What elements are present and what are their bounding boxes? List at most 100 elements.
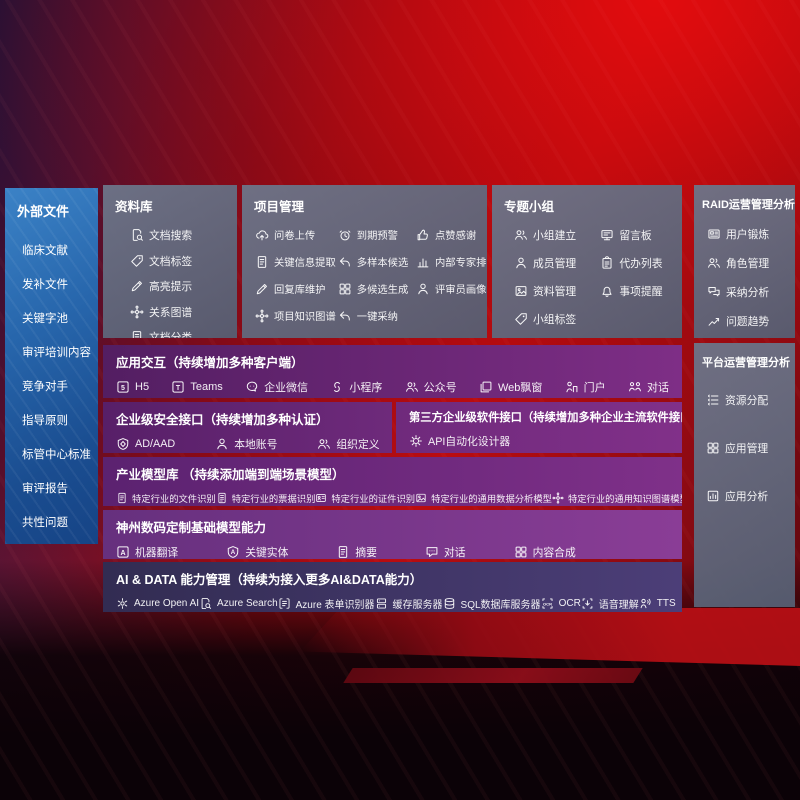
feature-item[interactable]: 本地账号 — [215, 436, 277, 452]
feature-item[interactable]: 语音理解 — [581, 596, 639, 611]
feature-item[interactable]: 内部专家排名 — [416, 254, 487, 269]
feature-item[interactable]: 多样本候选 — [338, 254, 416, 269]
library-feature-list: 文档搜索文档标签高亮提示关系图谱文档分类 — [103, 215, 237, 338]
feature-item[interactable]: 用户锻炼 — [707, 226, 793, 242]
feature-item[interactable]: 公众号 — [405, 379, 457, 395]
feature-item[interactable]: 角色管理 — [707, 255, 793, 271]
feature-item[interactable]: 关键信息提取 — [255, 254, 338, 269]
feature-label: 代办列表 — [619, 258, 663, 270]
feature-item[interactable]: A 机器翻译 — [116, 544, 178, 559]
feature-item[interactable]: 问题趋势 — [707, 313, 793, 329]
feature-item[interactable]: 成员管理 — [514, 255, 600, 271]
feature-item[interactable]: 特定行业的通用知识图谱模型 — [552, 491, 682, 505]
sidebar-item[interactable]: 指导原则 — [22, 415, 68, 427]
feature-label: Azure Open AI — [134, 598, 200, 609]
feature-item[interactable]: 摘要 — [336, 544, 377, 559]
feature-label: 文档标签 — [149, 255, 193, 268]
feature-label: 应用管理 — [725, 443, 769, 455]
feature-item[interactable]: 门户 — [565, 379, 606, 395]
feature-label: 特定行业的证件识别 — [331, 494, 416, 504]
feature-item[interactable]: 采纳分析 — [707, 284, 793, 300]
feature-label: 应用分析 — [725, 491, 769, 503]
feature-item[interactable]: 5 H5 — [116, 380, 149, 394]
sidebar-item[interactable]: 发补文件 — [22, 279, 68, 291]
feature-item[interactable]: 多候选生成 — [338, 281, 416, 296]
external-files-panel: 外部文件 临床文献 发补文件 关键字池 审评培训内容 竞争对手 指导原则 标管中心标准 审评报… — [5, 188, 98, 544]
feature-item[interactable]: 回复库维护 — [255, 281, 338, 296]
feature-label: 多样本候选 — [356, 258, 409, 269]
feature-label: 本地账号 — [234, 439, 278, 451]
feature-item[interactable]: 点赞感谢 — [416, 227, 485, 242]
chat-icon — [425, 545, 439, 559]
industry-model-row: 产业模型库 （持续添加端到端场景模型） 特定行业的文件识别 特定行业的票据识别 特定… — [103, 457, 682, 506]
feature-item[interactable]: 文档标签 — [130, 253, 233, 269]
feature-item[interactable]: Azure 表单识别器 — [278, 596, 375, 611]
feature-item[interactable]: SQL数据库服务器 — [443, 596, 541, 611]
feature-item[interactable]: 缓存服务器 — [375, 596, 443, 611]
feature-item[interactable]: 问卷上传 — [255, 227, 338, 242]
people-icon — [514, 228, 528, 242]
security-auth-list: AD/AAD 本地账号 组织定义 — [116, 436, 380, 452]
panel-title: 项目管理 — [254, 200, 305, 214]
cloud-upload-icon — [255, 228, 269, 242]
speech-icon — [581, 597, 594, 610]
doc-icon — [116, 492, 128, 504]
feature-item[interactable]: 评审员画像 — [416, 281, 486, 296]
people-icon — [317, 437, 331, 451]
feature-item[interactable]: 留言板 — [600, 227, 680, 243]
person-icon — [215, 437, 229, 451]
raid-feature-list: 用户锻炼角色管理采纳分析问题趋势 — [694, 212, 795, 329]
grid-icon — [514, 545, 528, 559]
feature-item[interactable]: 文档搜索 — [130, 227, 233, 243]
feature-item[interactable]: 特定行业的票据识别 — [216, 491, 315, 505]
feature-item[interactable]: API自动化设计器 — [409, 433, 510, 449]
feature-item[interactable]: Azure Search — [199, 597, 278, 610]
sidebar-item[interactable]: 关键字池 — [22, 313, 68, 325]
feature-label: 内部专家排名 — [434, 258, 487, 269]
graph-icon — [255, 309, 269, 323]
feature-label: 特定行业的通用知识图谱模型 — [567, 494, 682, 504]
bar-chart-icon — [416, 255, 430, 269]
feature-item[interactable]: 关系图谱 — [130, 304, 233, 320]
feature-item[interactable]: 文档分类 — [130, 329, 233, 338]
feature-item[interactable]: 一键采纳 — [338, 308, 416, 323]
feature-item[interactable]: Azure Open AI — [116, 597, 199, 610]
feature-item[interactable]: TTS — [639, 597, 676, 610]
feature-item[interactable]: 小程序 — [330, 379, 382, 395]
feature-item[interactable]: OCR OCR — [541, 597, 581, 610]
feature-item[interactable]: 高亮提示 — [130, 278, 233, 294]
feature-item[interactable]: 应用管理 — [706, 440, 793, 456]
feature-item[interactable]: AD/AAD — [116, 437, 175, 451]
sidebar-item[interactable]: 共性问题 — [22, 517, 68, 529]
feature-item[interactable]: 资料管理 — [514, 283, 600, 299]
feature-item[interactable]: 内容合成 — [514, 544, 576, 559]
sidebar-item[interactable]: 审评培训内容 — [22, 347, 91, 359]
row-title: 第三方企业级软件接口（持续增加多种企业主流软件接口） — [409, 412, 682, 424]
feature-item[interactable]: 项目知识图谱 — [255, 308, 338, 323]
sidebar-item[interactable]: 标管中心标准 — [22, 449, 91, 461]
feature-item[interactable]: 特定行业的证件识别 — [315, 491, 415, 505]
feature-item[interactable]: 到期预警 — [338, 227, 416, 242]
feature-label: 回复库维护 — [274, 285, 326, 296]
feature-item[interactable]: 事项提醒 — [600, 283, 680, 299]
sidebar-item[interactable]: 临床文献 — [22, 245, 68, 257]
tag-icon — [130, 254, 144, 268]
feature-item[interactable]: 小组建立 — [514, 227, 600, 243]
feature-item[interactable]: 对话 — [628, 379, 669, 395]
feature-item[interactable]: 对话 — [425, 544, 466, 559]
feature-item[interactable]: 特定行业的文件识别 — [116, 491, 216, 505]
h5-icon: 5 — [116, 380, 130, 394]
feature-item[interactable]: 代办列表 — [600, 255, 680, 271]
feature-item[interactable]: T Teams — [171, 380, 223, 394]
feature-item[interactable]: A 关键实体 — [226, 544, 288, 559]
sidebar-item[interactable]: 竞争对手 — [22, 381, 68, 393]
sidebar-item[interactable]: 审评报告 — [22, 483, 68, 495]
feature-item[interactable]: Web飘窗 — [479, 379, 542, 395]
feature-item[interactable]: 特定行业的通用数据分析模型 — [415, 491, 552, 505]
feature-item[interactable]: 企业微信 — [245, 379, 308, 395]
feature-item[interactable]: 资源分配 — [706, 392, 793, 408]
feature-label: 摘要 — [355, 547, 377, 559]
feature-item[interactable]: 小组标签 — [514, 311, 600, 327]
feature-item[interactable]: 应用分析 — [706, 488, 793, 504]
feature-item[interactable]: 组织定义 — [317, 436, 380, 452]
